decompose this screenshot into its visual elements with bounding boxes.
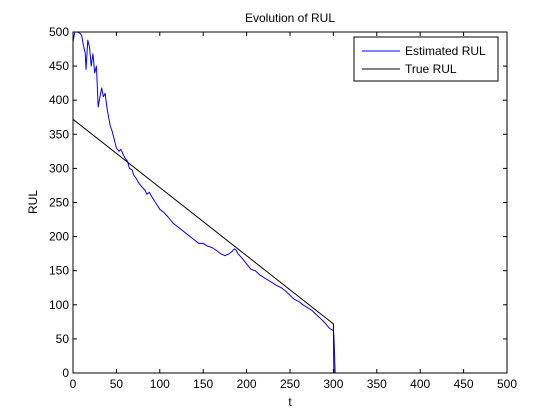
chart-title: Evolution of RUL	[245, 11, 335, 25]
y-tick-label-500: 500	[49, 25, 69, 39]
x-tick-label-100: 100	[150, 377, 170, 391]
y-tick-label-150: 150	[49, 264, 69, 278]
x-tick-label-500: 500	[497, 377, 517, 391]
y-tick-label-300: 300	[49, 161, 69, 175]
y-tick-label-200: 200	[49, 230, 69, 244]
y-tick-label-0: 0	[62, 366, 69, 380]
y-tick-label-350: 350	[49, 127, 69, 141]
y-tick-label-250: 250	[49, 196, 69, 210]
ticks-layer: 0 50 100 150 200 250 300 350 400 450 500 0 50 100 150 2…	[49, 25, 517, 391]
x-axis-label: t	[288, 395, 292, 409]
series-layer	[72, 31, 336, 374]
legend: Estimated RUL True RUL	[353, 36, 499, 82]
y-tick-label-450: 450	[49, 59, 69, 73]
x-tick-label-300: 300	[323, 377, 343, 391]
legend-box	[353, 36, 499, 82]
x-tick-label-400: 400	[410, 377, 430, 391]
legend-label-true-rul: True RUL	[405, 62, 457, 76]
series-line-true-rul	[72, 118, 335, 374]
y-tick-label-100: 100	[49, 298, 69, 312]
x-tick-label-250: 250	[280, 377, 300, 391]
plot-area	[73, 32, 507, 373]
legend-label-estimated-rul: Estimated RUL	[405, 44, 486, 58]
x-tick-label-350: 350	[367, 377, 387, 391]
x-tick-label-50: 50	[110, 377, 124, 391]
series-line-estimated-rul	[72, 31, 336, 374]
y-tick-label-50: 50	[56, 332, 70, 346]
x-tick-label-200: 200	[237, 377, 257, 391]
y-tick-label-400: 400	[49, 93, 69, 107]
x-tick-label-0: 0	[70, 377, 77, 391]
x-tick-label-450: 450	[454, 377, 474, 391]
x-tick-label-150: 150	[193, 377, 213, 391]
y-axis-label: RUL	[26, 190, 40, 214]
